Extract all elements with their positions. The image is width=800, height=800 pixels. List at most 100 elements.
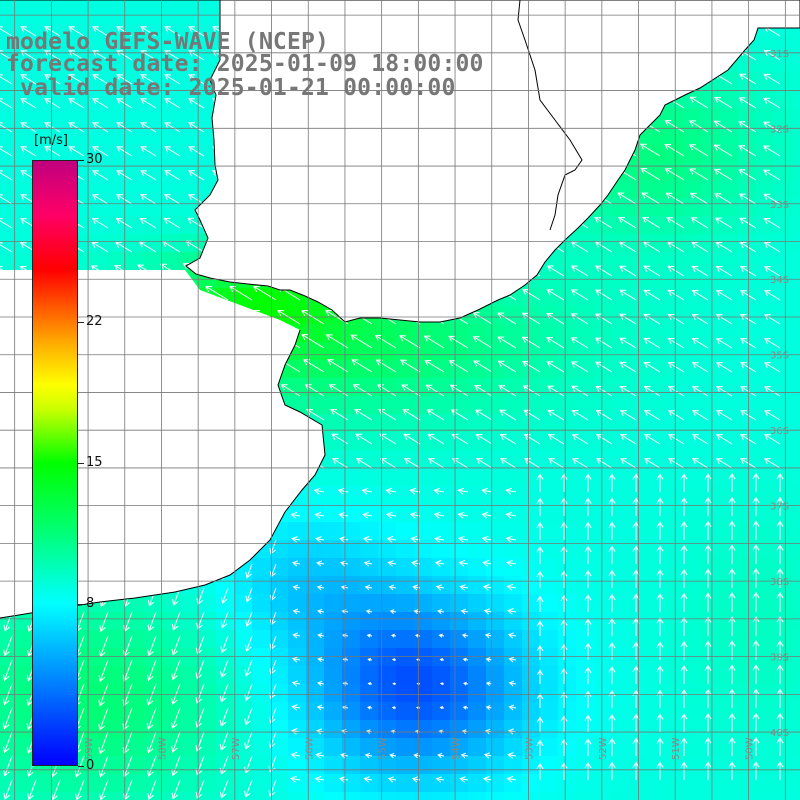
wind-arrow [704,688,712,708]
speed-cell [252,666,271,685]
speed-cell [684,792,703,800]
speed-cell [684,594,703,613]
speed-cell [702,198,721,217]
wind-arrow [355,433,373,445]
speed-cell [378,702,397,721]
speed-cell [144,54,163,73]
speed-cell [486,558,505,577]
speed-cell [720,414,739,433]
wind-arrow [595,410,613,421]
wind-arrow [680,616,688,636]
speed-cell [450,594,469,613]
speed-cell [306,630,325,649]
wind-arrow [656,617,664,636]
wind-arrow [316,584,325,591]
speed-cell [396,432,415,451]
speed-cell [126,648,145,667]
wind-arrow [643,362,661,373]
speed-cell [576,414,595,433]
wind-arrow [44,98,61,109]
speed-cell [432,684,451,703]
speed-cell [90,126,109,145]
speed-cell [342,450,361,469]
wind-arrow [596,458,613,469]
wind-arrow [691,410,709,421]
speed-cell [90,792,109,800]
speed-cell [540,630,559,649]
speed-cell [738,522,757,541]
speed-cell [486,540,505,559]
speed-cell [612,468,631,487]
speed-cell [702,684,721,703]
speed-cell [108,738,127,757]
speed-cell [54,792,73,800]
speed-cell [432,594,451,613]
speed-cell [630,648,649,667]
speed-cell [504,684,523,703]
wind-arrow [401,384,421,397]
speed-cell [630,432,649,451]
speed-cell [558,558,577,577]
speed-cell [594,522,613,541]
speed-cell [612,342,631,361]
speed-cell [450,612,469,631]
wind-arrow [704,473,712,492]
speed-cell [468,540,487,559]
wind-arrow [594,313,613,325]
speed-cell [18,612,37,631]
wind-arrow [302,359,325,373]
speed-cell [756,108,775,127]
wind-arrow [715,386,733,397]
speed-cell [774,576,793,595]
speed-cell [360,738,379,757]
speed-cell [90,144,109,163]
speed-cell [216,684,235,703]
speed-cell [414,486,433,505]
speed-cell [432,738,451,757]
wind-arrow [560,738,568,756]
speed-cell [576,630,595,649]
wind-arrow [536,762,544,780]
speed-cell [756,144,775,163]
speed-cell [594,504,613,523]
speed-cell [738,234,757,253]
wind-arrow [163,217,181,229]
speed-cell [468,342,487,361]
speed-cell [540,774,559,793]
speed-cell [486,450,505,469]
speed-cell [72,0,91,19]
wind-arrow [656,665,664,684]
wind-arrow [704,713,712,732]
wind-arrow [164,122,181,133]
speed-cell [684,522,703,541]
speed-cell [630,720,649,739]
wind-arrow [752,712,760,732]
wind-arrow [139,194,157,205]
speed-cell [450,378,469,397]
wind-arrow [656,545,664,564]
speed-cell [288,504,307,523]
speed-cell [720,234,739,253]
wind-arrow [0,218,13,229]
speed-cell [522,540,541,559]
speed-cell [342,360,361,379]
wind-arrow [728,568,736,588]
speed-cell [576,486,595,505]
speed-cell [450,504,469,523]
wind-arrow [656,761,664,780]
speed-cell [738,486,757,505]
speed-cell [126,72,145,91]
speed-cell [558,288,577,307]
speed-cell [252,792,271,800]
speed-cell [612,540,631,559]
speed-cell [306,360,325,379]
speed-cell [558,432,577,451]
wind-arrow [508,680,517,687]
speed-cell [702,378,721,397]
wind-arrow [481,535,493,543]
speed-cell [72,108,91,127]
speed-cell [648,684,667,703]
speed-cell [486,378,505,397]
speed-cell [324,630,343,649]
speed-cell [432,612,451,631]
